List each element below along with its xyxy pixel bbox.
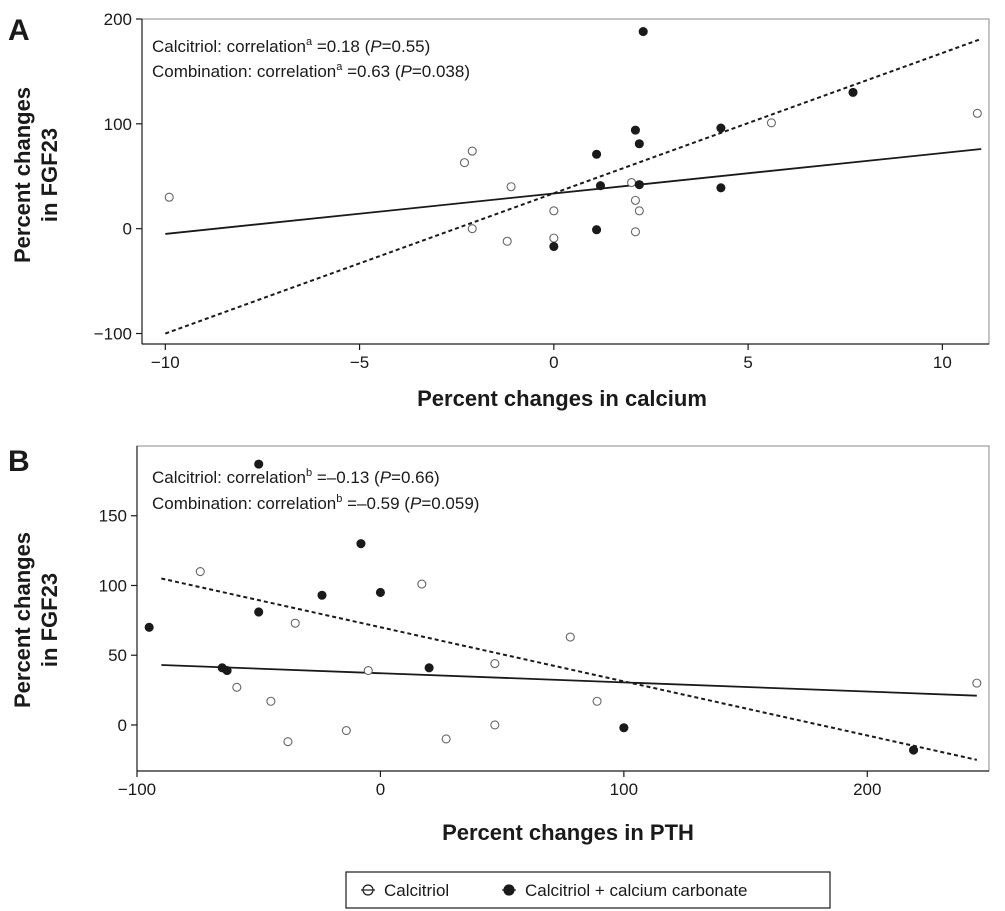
panel-b-point-combination [908, 745, 919, 755]
panel-a-fit-lines [164, 37, 982, 335]
panel-b-y-tick-label: 100 [99, 576, 127, 595]
panel-b-point-calcitriol [266, 696, 276, 706]
panel-b-point-calcitriol [972, 678, 982, 688]
panel-a-points [164, 27, 982, 252]
panel-b-x-axis-label: Percent changes in PTH [442, 820, 694, 845]
panel-b-point-combination [222, 666, 232, 676]
legend-label-calcitriol: Calcitriol [384, 881, 449, 900]
panel-a-x-tick-label: 0 [549, 353, 558, 372]
panel-a-point-calcitriol [549, 233, 559, 243]
panel-a-point-calcitriol [164, 192, 174, 202]
panel-a-point-calcitriol [630, 195, 640, 205]
panel-a-letter: A [8, 14, 30, 47]
panel-a-x-tick-label: 10 [933, 353, 952, 372]
panel-a-point-combination [848, 87, 858, 97]
panel-b-y-tick-label: 150 [99, 507, 127, 526]
panel-a-point-combination [549, 241, 559, 252]
panel-b-point-calcitriol [592, 696, 602, 706]
panel-a-y-tick-label: 100 [104, 115, 132, 134]
panel-a-x-tick-label: 5 [743, 353, 752, 372]
panel-b-annotation-combination: Combination: correlationb =–0.59 (P=0.05… [152, 493, 479, 513]
legend-label-combination: Calcitriol + calcium carbonate [525, 881, 748, 900]
panel-b-fit-line-combination [161, 577, 978, 761]
panel-a-y-axis-label-line-2: in FGF23 [37, 128, 62, 222]
panel-a-point-calcitriol [630, 227, 640, 237]
panel-b-point-combination [619, 723, 629, 733]
panel-b-point-combination [375, 587, 385, 598]
panel-b-point-calcitriol [341, 725, 351, 736]
panel-a-annotation-combination: Combination: correlationa =0.63 (P=0.038… [152, 61, 470, 81]
panel-a-y-tick-label: 0 [123, 220, 132, 239]
panel-a-point-combination [634, 139, 644, 149]
panel-a-point-calcitriol [627, 177, 637, 188]
panel-a-point-combination [592, 149, 602, 159]
panel-a-point-calcitriol [972, 108, 982, 118]
panel-b-x-tick-label: 100 [610, 780, 638, 799]
panel-a-annotation-calcitriol: Calcitriol: correlationa =0.18 (P=0.55) [152, 36, 430, 56]
panel-b-y-axis-label-line-1: Percent changes [10, 532, 35, 708]
panel-a-x-axis-label: Percent changes in calcium [417, 386, 707, 411]
panel-a-y-tick-label: 200 [104, 10, 132, 29]
panel-a-point-calcitriol [459, 158, 470, 168]
panel-a-point-calcitriol [549, 206, 559, 216]
panel-b-letter: B [8, 445, 30, 478]
panel-b-point-combination [424, 663, 434, 673]
panel-a-axes: −100 0 100 200 −10 −5 0 5 10 [94, 10, 989, 372]
panel-b: B 0 50 100 150 −100 0 100 200 Calcitriol: corre… [8, 445, 990, 845]
panel-b-y-tick-label: 0 [118, 716, 127, 735]
panel-b-point-calcitriol [490, 720, 500, 730]
legend-item-calcitriol: Calcitriol [361, 881, 449, 900]
panel-b-point-combination [356, 539, 366, 549]
panel-a-fit-line-combination [164, 37, 982, 335]
panel-a-point-calcitriol [502, 236, 512, 246]
panel-a-point-combination [638, 27, 648, 37]
panel-a-point-combination [595, 181, 606, 191]
panel-a-x-tick-label: −5 [350, 353, 369, 372]
panel-b-point-calcitriol [441, 734, 451, 744]
panel-a-fit-line-calcitriol [165, 148, 982, 235]
panel-b-fit-line-calcitriol [161, 664, 977, 697]
panel-b-axes: 0 50 100 150 −100 0 100 200 [99, 446, 989, 799]
panel-a-y-axis-label-line-1: Percent changes [10, 87, 35, 263]
panel-b-point-combination [254, 607, 264, 617]
panel-a-point-calcitriol [506, 182, 516, 192]
panel-b-point-calcitriol [363, 666, 373, 676]
panel-b-point-calcitriol [232, 682, 242, 692]
panel-a-x-tick-label: −10 [151, 353, 180, 372]
panel-b-y-tick-label: 50 [108, 646, 127, 665]
panel-a-point-calcitriol [467, 146, 477, 156]
panel-b-annotation-calcitriol: Calcitriol: correlationb =–0.13 (P=0.66) [152, 467, 440, 487]
panel-b-points [144, 459, 982, 755]
panel-b-point-calcitriol [195, 566, 205, 577]
panel-b-point-combination [254, 459, 264, 469]
panel-b-point-calcitriol [417, 579, 427, 589]
legend: Calcitriol Calcitriol + calcium carbonat… [345, 871, 831, 909]
panel-b-point-calcitriol [283, 737, 293, 747]
panel-b-point-calcitriol [290, 618, 300, 628]
panel-a-y-tick-label: −100 [94, 325, 132, 344]
panel-b-x-tick-label: −100 [118, 780, 156, 799]
panel-a-point-combination [716, 123, 726, 133]
panel-b-point-calcitriol [490, 659, 500, 669]
panel-a-point-calcitriol [766, 118, 776, 128]
legend-box [345, 871, 831, 909]
panel-b-point-combination [144, 622, 154, 632]
panel-a: A −100 0 100 200 −10 −5 0 5 10 Calcitriol: corre… [8, 10, 990, 411]
panel-b-point-combination [317, 590, 327, 600]
panel-b-x-tick-label: 0 [376, 780, 385, 799]
panel-a-point-combination [592, 225, 602, 235]
panel-a-point-calcitriol [467, 224, 477, 234]
panel-a-point-combination [630, 125, 640, 135]
panel-b-x-tick-label: 200 [853, 780, 881, 799]
panel-b-fit-lines [161, 577, 978, 761]
panel-b-point-calcitriol [565, 632, 575, 642]
panel-a-point-combination [716, 183, 726, 193]
legend-item-combination: Calcitriol + calcium carbonate [502, 881, 748, 900]
panel-b-y-axis-label-line-2: in FGF23 [37, 573, 62, 667]
panel-a-point-calcitriol [634, 206, 644, 216]
panel-a-point-combination [634, 180, 644, 190]
